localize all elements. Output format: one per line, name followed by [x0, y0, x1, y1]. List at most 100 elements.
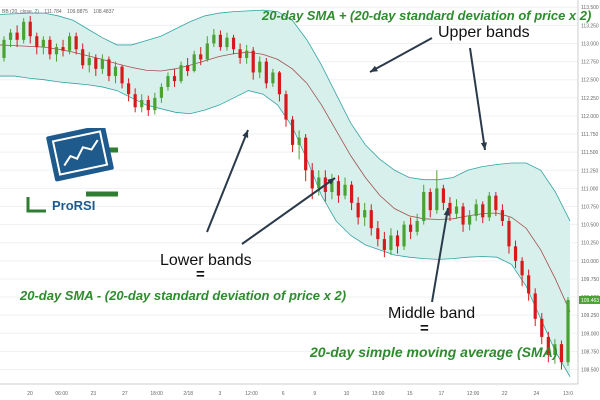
candle-body	[546, 336, 550, 356]
y-tick-label: 111.500	[581, 150, 599, 156]
candle-body	[81, 49, 85, 66]
candle-body	[527, 275, 531, 294]
candle-body	[369, 210, 373, 229]
x-tick-label: 27	[122, 391, 128, 397]
candle-body	[2, 39, 6, 58]
candle-body	[513, 246, 518, 261]
legend-item: 108.4837	[93, 9, 115, 15]
candle-body	[382, 239, 386, 250]
candle-body	[212, 34, 216, 44]
candle-body	[461, 206, 465, 225]
candle-body	[113, 66, 118, 77]
candle-body	[231, 37, 236, 50]
candle-body	[520, 260, 524, 276]
candle-body	[310, 170, 314, 189]
y-tick-label: 110.750	[581, 204, 599, 210]
candle-body	[35, 36, 39, 48]
x-tick-label: 24	[534, 391, 540, 397]
candle-body	[343, 184, 347, 196]
candle-body	[258, 61, 262, 73]
candle-body	[100, 59, 104, 69]
y-tick-label: 110.500	[581, 223, 599, 229]
y-tick-label: 108.500	[581, 368, 599, 374]
y-tick-label: 109.250	[581, 313, 599, 319]
candle-body	[284, 94, 288, 120]
candle-body	[140, 99, 144, 108]
candle-body	[54, 47, 59, 55]
legend-item: 109.8875	[67, 9, 88, 15]
lower-bands-label: Lower bands	[160, 252, 252, 269]
candle-body	[422, 192, 426, 221]
candle-body	[402, 224, 406, 247]
upper-arrow-1	[369, 37, 433, 73]
x-tick-label: 10	[344, 391, 350, 397]
x-tick-label: 13:00	[372, 391, 385, 397]
x-tick-label: 13:0	[563, 391, 573, 397]
candle-body	[133, 94, 137, 108]
candle-body	[186, 65, 190, 72]
candle-body	[8, 32, 13, 40]
lower-bands-equals: =	[196, 266, 205, 283]
candle-body	[330, 181, 334, 192]
candle-body	[159, 86, 163, 98]
lower-arrow-2	[241, 177, 336, 245]
middle-band-equals: =	[420, 320, 429, 337]
candle-body	[225, 37, 229, 48]
middle-arrow-head	[443, 208, 450, 216]
x-tick-label: 12:00	[467, 391, 480, 397]
candle-body	[566, 299, 570, 363]
y-tick-label: 108.750	[581, 349, 599, 355]
candle-body	[297, 137, 301, 145]
upper-band-line	[0, 9, 571, 222]
y-tick-label: 109.000	[581, 331, 599, 337]
lower-band-formula: 20-day SMA - (20-day standard deviation …	[20, 288, 347, 303]
x-tick-label: 06:00	[55, 391, 68, 397]
candle-body	[349, 184, 354, 203]
x-tick-label: 17	[439, 391, 445, 397]
y-tick-label: 112.500	[581, 78, 599, 84]
candle-body	[481, 204, 485, 218]
y-tick-label: 112.250	[581, 96, 599, 102]
candle-body	[290, 119, 295, 145]
candle-body	[363, 210, 367, 218]
candle-body	[120, 66, 124, 84]
candle-body	[494, 195, 498, 211]
y-tick-label: 113.000	[581, 41, 599, 47]
x-tick-label: 23	[91, 391, 97, 397]
candle-body	[336, 181, 341, 196]
last-price-label: 109.463	[581, 298, 599, 304]
candle-body	[264, 61, 268, 84]
candle-body	[441, 188, 445, 203]
y-tick-label: 110.000	[581, 259, 599, 265]
candle-body	[74, 36, 78, 50]
candle-body	[428, 192, 432, 211]
candle-body	[415, 220, 419, 232]
candle-body	[304, 137, 308, 171]
candle-body	[540, 318, 544, 337]
candle-body	[409, 224, 413, 232]
candle-body	[172, 76, 177, 82]
x-tick-label: 15	[407, 391, 413, 397]
lower-arrow-1-head	[242, 130, 249, 138]
y-tick-label: 110.250	[581, 241, 599, 247]
lower-arrow-1	[206, 129, 249, 233]
candle-body	[179, 65, 183, 82]
y-tick-label: 112.000	[581, 114, 599, 120]
candle-body	[468, 215, 472, 225]
candle-body	[146, 99, 150, 111]
y-tick-label: 112.750	[581, 60, 599, 66]
candle-body	[448, 202, 452, 214]
upper-arrow-2-head	[480, 142, 488, 150]
candle-body	[474, 204, 478, 216]
candle-body	[251, 50, 255, 73]
upper-band-formula: 20-day SMA + (20-day standard deviation …	[262, 8, 592, 23]
prorsi-logo-icon	[46, 128, 118, 197]
middle-band-label: Middle band	[388, 305, 476, 322]
candle-body	[271, 72, 275, 84]
upper-bands-label: Upper bands	[438, 24, 530, 41]
x-tick-label: 2/18	[183, 391, 193, 397]
last-price-tag	[579, 295, 600, 304]
candle-body	[192, 54, 196, 72]
candle-body	[127, 83, 131, 95]
